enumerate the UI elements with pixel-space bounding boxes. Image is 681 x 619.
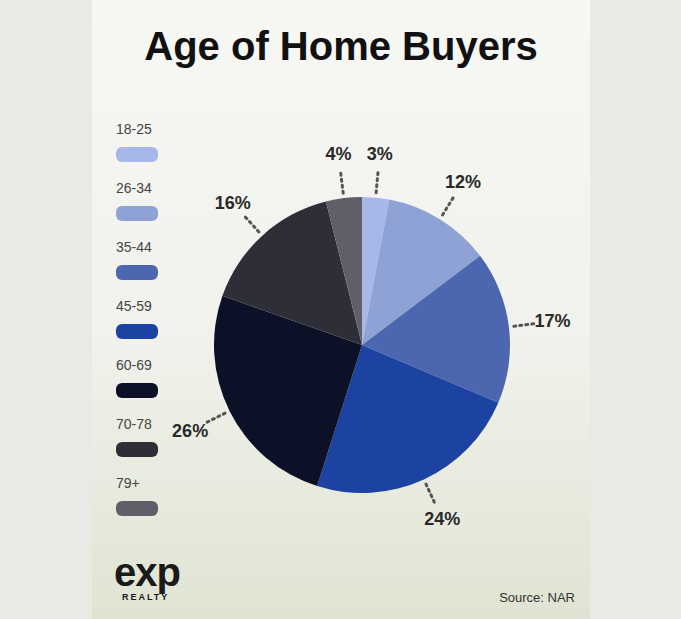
svg-text:16%: 16%	[215, 193, 251, 213]
svg-text:17%: 17%	[535, 311, 571, 331]
svg-text:3%: 3%	[367, 144, 393, 164]
html-text:70-78: 70-78	[116, 416, 152, 432]
html-text:60-69: 60-69	[116, 357, 152, 373]
html-text:26-34: 26-34	[116, 180, 152, 196]
html-text:79+: 79+	[116, 475, 140, 491]
html-text:Age of Home Buyers: Age of Home Buyers	[144, 24, 538, 68]
html-text:18-25: 18-25	[116, 121, 152, 137]
svg-text:12%: 12%	[445, 172, 481, 192]
html-text:Source: NAR: Source: NAR	[499, 590, 575, 605]
svg-text:26%: 26%	[172, 421, 208, 441]
html-text:35-44: 35-44	[116, 239, 152, 255]
html-text:45-59: 45-59	[116, 298, 152, 314]
html-text:REALTY: REALTY	[122, 592, 170, 602]
svg-text:4%: 4%	[325, 144, 351, 164]
svg-text:24%: 24%	[424, 509, 460, 529]
html-text:exp: exp	[114, 550, 180, 594]
